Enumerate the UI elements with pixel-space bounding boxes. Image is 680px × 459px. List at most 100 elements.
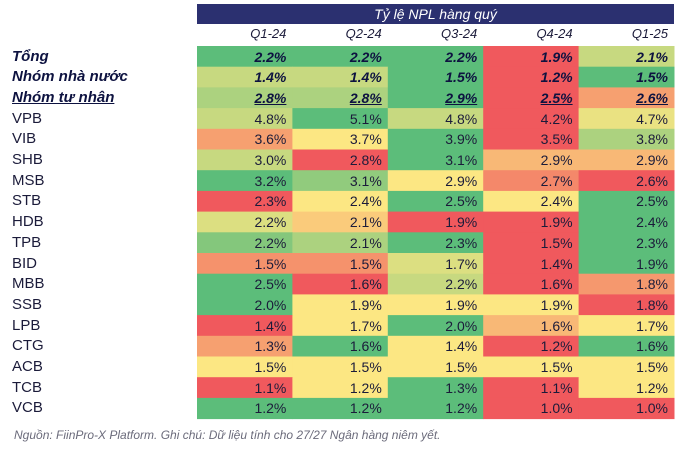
heatmap-cell [387, 190, 484, 213]
cell-value: 2.7% [540, 172, 573, 189]
cell-value: 2.9% [445, 172, 478, 189]
row-label: STB [12, 192, 42, 210]
cell-value: 1.9% [540, 48, 573, 65]
row-label: VPB [12, 109, 43, 127]
heatmap-cell [197, 397, 293, 420]
cell-value: 2.5% [254, 276, 287, 293]
row-label: MSB [12, 171, 45, 189]
heatmap-cell [197, 149, 293, 171]
cell-value: 2.2% [349, 48, 382, 65]
row-label: VIB [12, 130, 37, 148]
heatmap-cell [197, 87, 293, 109]
heatmap-cell [387, 356, 484, 378]
heatmap-cell [292, 294, 389, 316]
cell-value: 1.2% [349, 379, 382, 396]
heatmap-cell [197, 46, 293, 68]
cell-value: 2.3% [636, 234, 668, 251]
heatmap-cell [292, 397, 389, 420]
heatmap-cell [387, 232, 484, 254]
cell-value: 1.2% [349, 400, 382, 417]
row-label: HDB [12, 213, 44, 231]
heatmap-cell [483, 273, 580, 295]
heatmap-cell [387, 66, 484, 88]
heatmap-cell [483, 108, 580, 130]
cell-value: 1.6% [636, 338, 668, 355]
cell-value: 1.5% [349, 359, 382, 375]
heatmap-cell [197, 66, 293, 88]
cell-value: 2.9% [636, 152, 668, 168]
heatmap-cell [197, 253, 293, 275]
heatmap-cell [483, 232, 580, 254]
heatmap-cell [483, 46, 580, 68]
cell-value: 1.5% [254, 359, 287, 375]
heatmap-cell [483, 335, 580, 357]
cell-value: 2.1% [349, 234, 382, 251]
cell-value: 1.2% [445, 400, 478, 417]
row-label: TCB [12, 378, 42, 396]
heatmap-cell [483, 294, 580, 316]
heatmap-cell [292, 66, 389, 88]
cell-value: 1.5% [636, 359, 668, 375]
row-label: MBB [12, 275, 45, 293]
row-label: SHB [12, 151, 43, 168]
heatmap-cell [483, 149, 580, 171]
cell-value: 1.4% [349, 69, 382, 86]
cell-value: 1.3% [254, 338, 287, 355]
row-label: BID [12, 254, 38, 272]
cell-value: 4.8% [254, 110, 287, 127]
heatmap-cell [292, 356, 389, 378]
cell-value: 2.8% [349, 152, 382, 168]
heatmap-cell [578, 128, 675, 150]
heatmap-cell [197, 294, 293, 316]
row-label: ACB [12, 358, 43, 375]
cell-value: 1.0% [636, 400, 668, 417]
heatmap-cell [483, 377, 580, 399]
heatmap-cell [578, 46, 675, 68]
cell-value: 1.1% [254, 379, 287, 396]
cell-value: 2.2% [254, 214, 287, 231]
cell-value: 2.4% [540, 193, 573, 210]
cell-value: 2.5% [540, 89, 573, 106]
cell-value: 2.2% [254, 234, 287, 251]
column-header: Q1-24 [250, 26, 287, 41]
cell-value: 1.3% [445, 379, 478, 396]
heatmap-cell [578, 356, 675, 378]
heatmap-cell [197, 211, 293, 233]
heatmap-cell [387, 128, 484, 150]
heatmap-cell [197, 335, 293, 357]
heatmap-cell [578, 170, 675, 192]
heatmap-cell [483, 128, 580, 150]
cell-value: 1.9% [540, 296, 573, 313]
cell-value: 1.8% [636, 276, 668, 293]
heatmap-cell [292, 190, 389, 213]
row-label: Nhóm nhà nước [12, 68, 128, 86]
heatmap-cell [387, 377, 484, 399]
cell-value: 3.1% [349, 172, 382, 189]
cell-value: 1.6% [540, 317, 573, 334]
heatmap-cell [578, 294, 675, 316]
cell-value: 2.2% [445, 276, 478, 293]
row-label: TPB [12, 233, 42, 251]
cell-value: 2.2% [254, 48, 287, 65]
heatmap-cell [483, 190, 580, 213]
cell-value: 1.9% [636, 255, 668, 272]
heatmap-cell [292, 377, 389, 399]
heatmap-cell [292, 335, 389, 357]
heatmap-cell [578, 108, 675, 130]
heatmap-cell [387, 170, 484, 192]
heatmap-cell [292, 108, 389, 130]
heatmap-cell [387, 253, 484, 275]
heatmap-cell [483, 66, 580, 88]
cell-value: 1.6% [349, 276, 382, 293]
heatmap-cell [197, 273, 293, 295]
cell-value: 1.5% [445, 359, 478, 375]
heatmap-cell [578, 66, 675, 88]
heatmap-cell [483, 253, 580, 275]
cell-value: 1.9% [540, 214, 573, 231]
heatmap-cell [197, 190, 293, 213]
footnote: Nguồn: FiinPro-X Platform. Ghi chú: Dữ l… [14, 428, 441, 442]
cell-value: 1.9% [445, 214, 478, 231]
heatmap-cell [292, 46, 389, 68]
cell-value: 1.7% [445, 255, 478, 272]
